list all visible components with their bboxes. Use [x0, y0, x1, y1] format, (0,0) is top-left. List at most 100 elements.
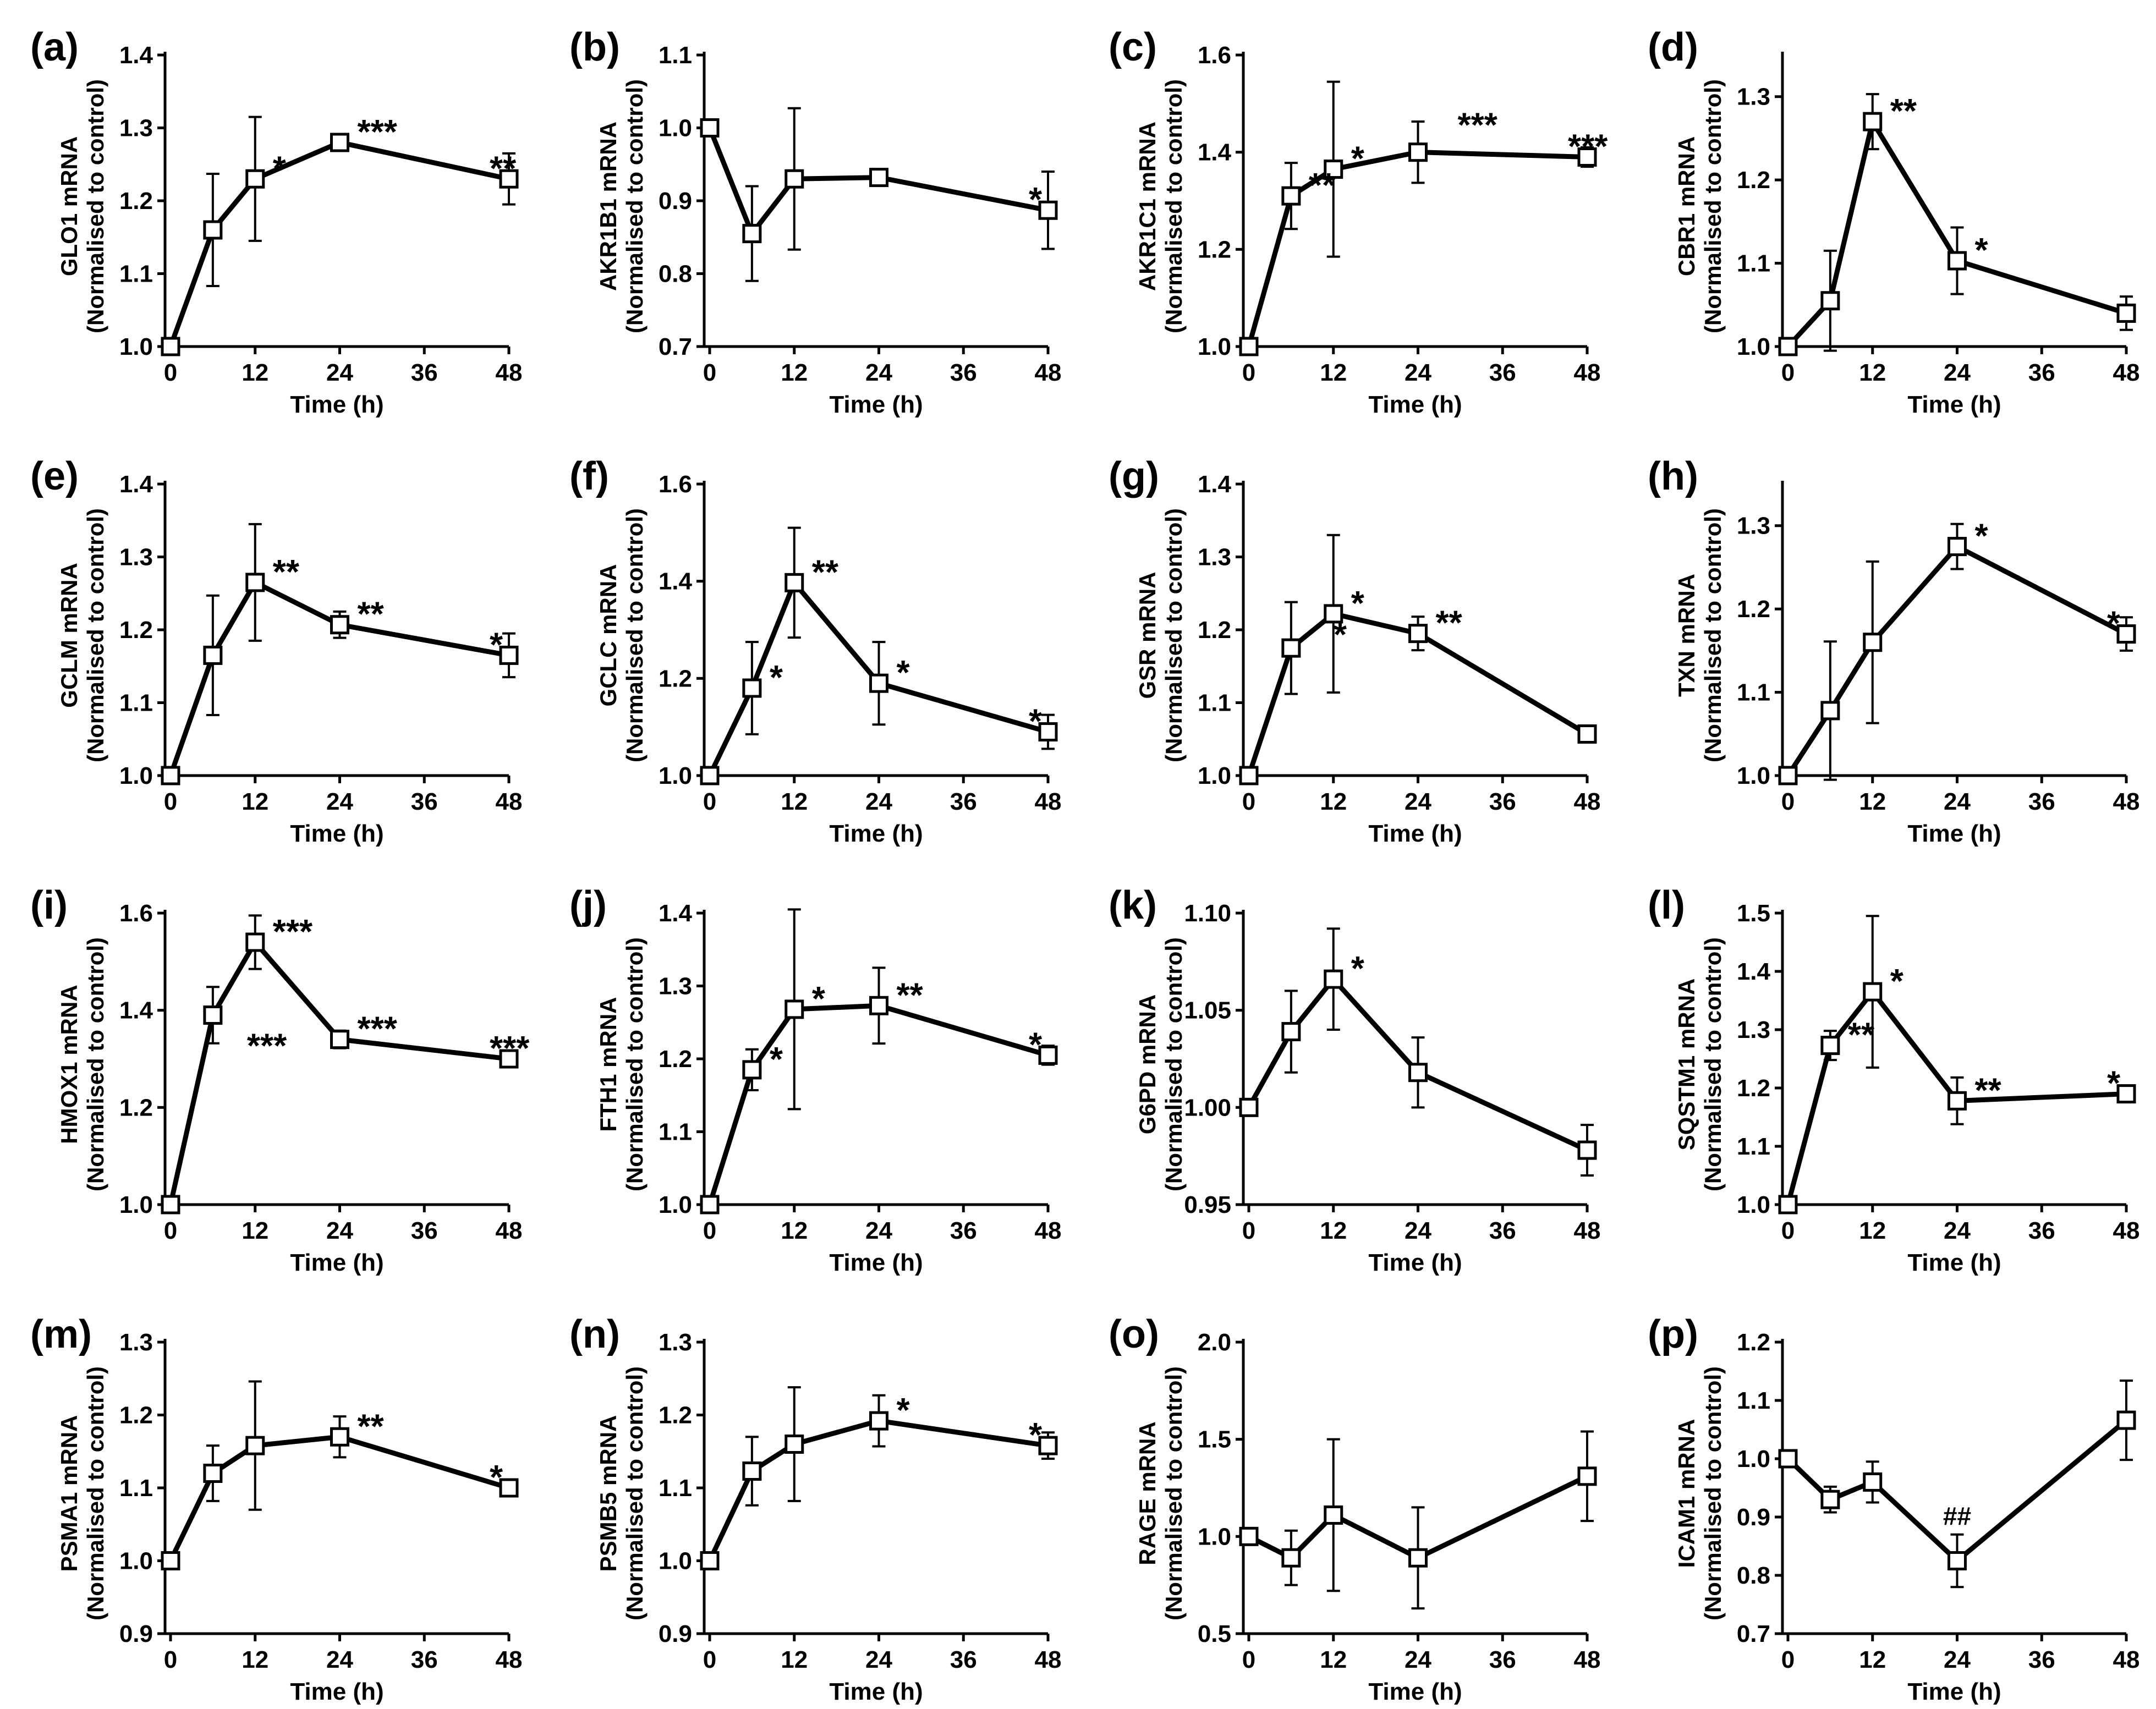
data-point [1239, 1526, 1259, 1546]
x-tick-label: 36 [1489, 359, 1516, 386]
y-tick-label: 1.2 [659, 1046, 692, 1073]
x-tick-label: 48 [496, 788, 523, 815]
x-tick-label: 48 [1574, 788, 1601, 815]
y-tick-label: 1.2 [1737, 1329, 1770, 1356]
significance-label: *** [247, 1027, 287, 1065]
x-tick-label: 12 [1859, 359, 1886, 386]
y-tick-label: 0.9 [659, 1620, 692, 1647]
y-axis-label: HMOX1 mRNA [56, 985, 82, 1144]
data-point [161, 1551, 180, 1570]
panel-label: (k) [1109, 883, 1157, 927]
x-tick-label: 24 [1405, 788, 1431, 815]
data-point [1863, 112, 1883, 131]
y-tick-label: 0.9 [1737, 1504, 1770, 1531]
y-tick-label: 1.3 [1737, 84, 1770, 111]
y-axis-sublabel: (Normalised to control) [1700, 508, 1726, 762]
chart-panel: 0.7 0.8 0.9 1.0 1.1 0 12 24 36 48 Time (h) AKR1B1 m… [569, 25, 1061, 418]
y-tick-label: 1.1 [659, 42, 692, 69]
y-tick-label: 1.2 [1198, 617, 1231, 644]
x-tick-label: 48 [2113, 788, 2140, 815]
x-tick-label: 36 [411, 788, 438, 815]
significance-label: *** [358, 113, 398, 151]
data-point [330, 615, 349, 635]
x-tick-label: 36 [950, 359, 977, 386]
chart-panel: 1.0 1.2 1.4 1.6 0 12 24 36 48 Time (h) GCLC mRNA (N… [569, 454, 1061, 847]
y-tick-label: 1.2 [119, 188, 153, 215]
x-tick-label: 48 [1035, 1217, 1062, 1244]
x-tick-label: 24 [1944, 1646, 1971, 1673]
y-tick-label: 1.2 [119, 1402, 153, 1429]
x-tick-label: 0 [703, 788, 716, 815]
y-tick-label: 1.3 [1737, 1016, 1770, 1043]
y-axis-sublabel: (Normalised to control) [1700, 79, 1726, 333]
x-tick-label: 12 [242, 359, 268, 386]
data-point [1820, 701, 1840, 721]
significance-label: ** [1436, 605, 1463, 642]
y-axis-sublabel: (Normalised to control) [622, 1366, 648, 1620]
panel-label: (o) [1109, 1312, 1159, 1356]
data-point [1577, 724, 1597, 744]
x-tick-label: 0 [1242, 788, 1255, 815]
data-point [742, 1461, 762, 1481]
significance-label: *** [273, 913, 313, 951]
chart-panel: 0.5 1.0 1.5 2.0 0 12 24 36 48 Time (h) RAGE mRNA (N… [1109, 1312, 1600, 1705]
data-point [1324, 1505, 1343, 1525]
y-axis-sublabel: (Normalised to control) [1161, 1366, 1187, 1620]
x-tick-label: 36 [1489, 1646, 1516, 1673]
data-point [203, 645, 223, 665]
significance-label: * [770, 659, 783, 697]
y-tick-label: 1.10 [1184, 900, 1231, 927]
data-point [1863, 633, 1883, 652]
data-point [1038, 1045, 1058, 1065]
data-point [1324, 160, 1343, 179]
data-point [869, 168, 888, 188]
significance-label: *** [1568, 128, 1608, 166]
y-tick-label: 1.00 [1184, 1094, 1231, 1121]
x-tick-label: 48 [1574, 1646, 1601, 1673]
x-tick-label: 24 [1405, 1646, 1431, 1673]
data-point [161, 337, 180, 356]
x-tick-label: 12 [781, 788, 808, 815]
y-tick-label: 1.2 [1737, 596, 1770, 623]
series-line [1786, 544, 2128, 777]
data-point [499, 1049, 519, 1069]
x-axis-label: Time (h) [829, 1678, 923, 1705]
significance-label: ** [897, 976, 924, 1014]
x-tick-label: 36 [2028, 788, 2055, 815]
data-point [161, 1195, 180, 1215]
y-tick-label: 1.3 [659, 1329, 692, 1356]
data-point [869, 673, 888, 693]
panel-label: (j) [569, 883, 607, 927]
y-tick-label: 1.4 [119, 997, 153, 1024]
data-point [1947, 1091, 1967, 1111]
x-tick-label: 48 [2113, 1646, 2140, 1673]
x-tick-label: 12 [242, 1217, 268, 1244]
x-axis-label: Time (h) [1368, 820, 1462, 847]
data-point [1408, 142, 1428, 162]
x-tick-label: 36 [2028, 1217, 2055, 1244]
y-axis-sublabel: (Normalised to control) [1161, 79, 1187, 333]
y-axis-sublabel: (Normalised to control) [1700, 937, 1726, 1191]
x-tick-label: 0 [164, 359, 177, 386]
y-tick-label: 1.0 [1737, 762, 1770, 789]
data-point [1408, 1548, 1428, 1568]
chart-panel: 1.0 1.1 1.2 1.3 0 12 24 36 48 Time (h) CBR1 mRNA (N… [1648, 25, 2139, 418]
significance-label: * [1890, 963, 1904, 1001]
data-point [1820, 1490, 1840, 1509]
data-point [1863, 982, 1883, 1002]
x-tick-label: 48 [1574, 1217, 1601, 1244]
y-axis-sublabel: (Normalised to control) [83, 508, 108, 762]
significance-label: ** [490, 150, 517, 188]
panel-label: (d) [1648, 25, 1698, 69]
significance-label: * [1351, 585, 1365, 623]
chart-panel: 0.7 0.8 0.9 1.0 1.1 1.2 0 12 24 36 48 Time (h) ICAM1… [1648, 1312, 2139, 1705]
y-tick-label: 1.3 [119, 1329, 153, 1356]
x-tick-label: 24 [1944, 359, 1971, 386]
panel-label: (n) [569, 1312, 620, 1356]
data-point [2116, 1084, 2136, 1104]
x-axis-label: Time (h) [290, 820, 383, 847]
panel-label: (p) [1648, 1312, 1698, 1356]
data-point [1239, 1097, 1259, 1117]
chart-panel: 0.9 1.0 1.1 1.2 1.3 0 12 24 36 48 Time (h) PSMB5 mR… [569, 1312, 1061, 1705]
